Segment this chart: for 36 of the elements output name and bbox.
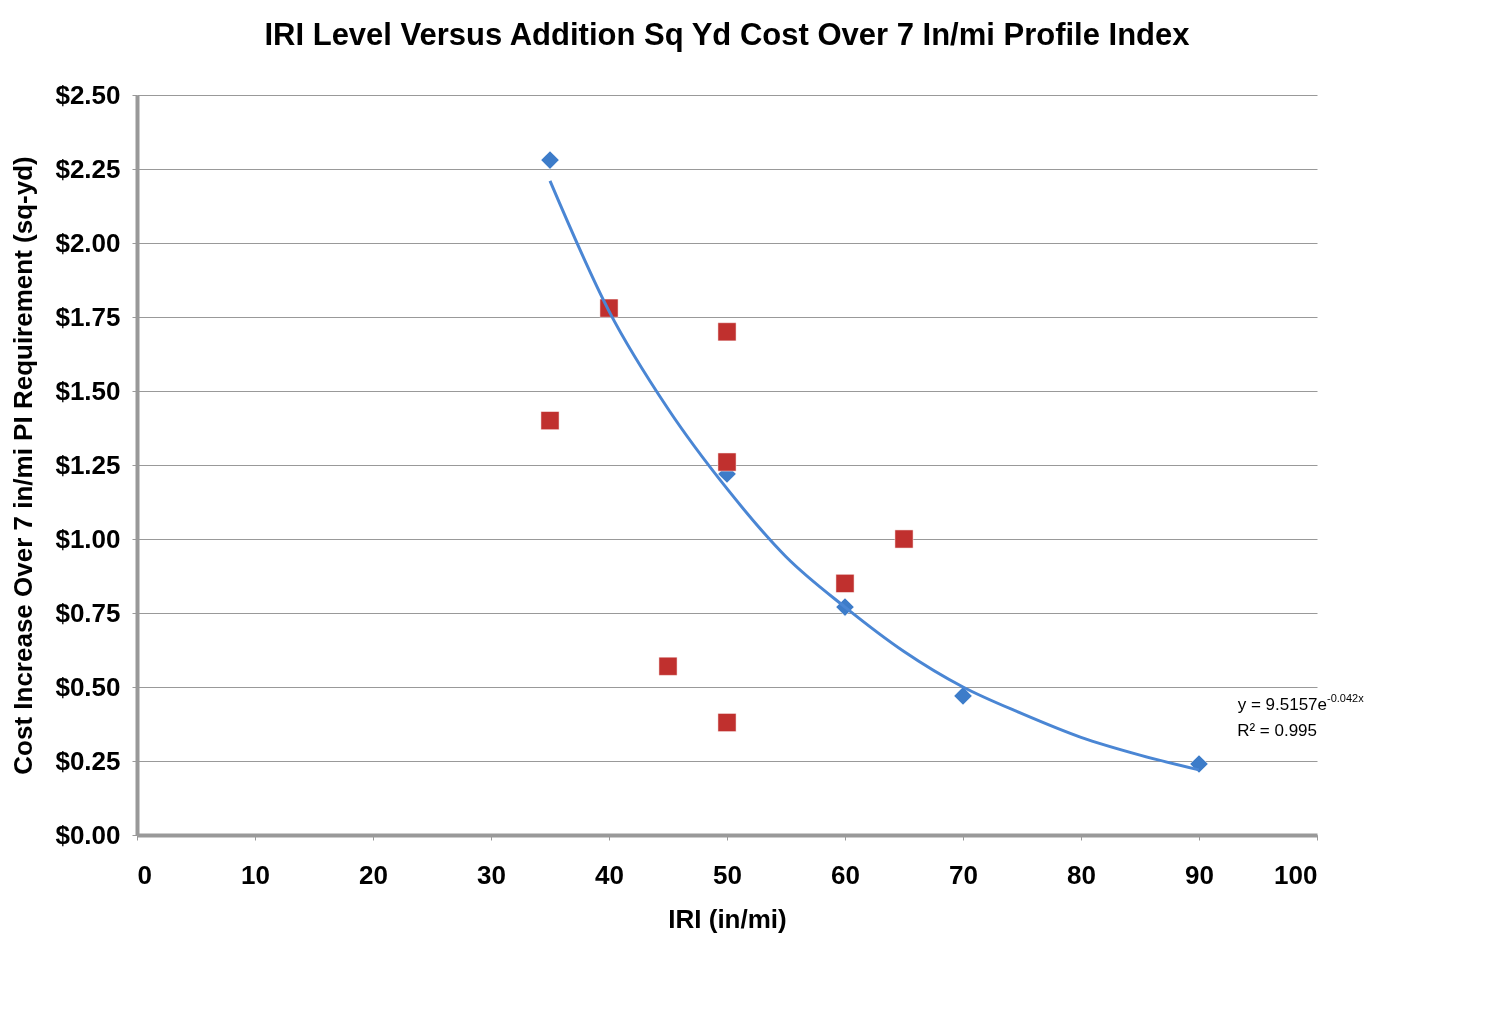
x-tick-label: 50 <box>713 859 742 890</box>
y-tick-label: $0.50 <box>55 671 121 702</box>
x-axis-title: IRI (in/mi) <box>668 903 787 934</box>
point <box>717 452 737 472</box>
y-tick-label: $0.00 <box>55 819 121 850</box>
y-tick-label: $2.50 <box>55 79 121 110</box>
point <box>658 656 678 676</box>
x-tick-label: 0 <box>137 859 152 890</box>
y-tick-label: $1.50 <box>55 375 121 406</box>
chart-title: IRI Level Versus Addition Sq Yd Cost Over 7 In/mi Profile Index <box>264 17 1191 52</box>
y-tick-label: $1.00 <box>55 523 121 554</box>
point <box>717 322 737 342</box>
x-tick-label: 80 <box>1067 859 1096 890</box>
x-tick-label: 90 <box>1185 859 1214 890</box>
x-tick-label: 40 <box>595 859 624 890</box>
point <box>953 686 973 706</box>
y-tick-label: $0.25 <box>55 745 121 776</box>
annotation: R² = 0.995 <box>1237 721 1317 740</box>
x-tick-label: 100 <box>1274 859 1318 890</box>
point <box>835 574 855 593</box>
point <box>894 529 914 549</box>
x-tick-label: 20 <box>359 859 388 890</box>
x-tick-label: 30 <box>477 859 506 890</box>
y-tick-label: $2.25 <box>55 153 121 184</box>
y-tick-label: $0.75 <box>55 597 121 628</box>
x-tick-label: 70 <box>949 859 978 890</box>
point <box>540 150 560 170</box>
point <box>540 411 560 430</box>
y-tick-label: $1.75 <box>55 301 121 332</box>
x-tick-label: 10 <box>241 859 270 890</box>
point <box>717 713 737 732</box>
point <box>1189 754 1209 774</box>
x-tick-label: 60 <box>831 859 860 890</box>
y-tick-label: $1.25 <box>55 449 121 480</box>
y-tick-label: $2.00 <box>55 227 121 258</box>
y-axis-title: Cost Increase Over 7 in/mi PI Requirement (sq-yd) <box>8 156 39 775</box>
